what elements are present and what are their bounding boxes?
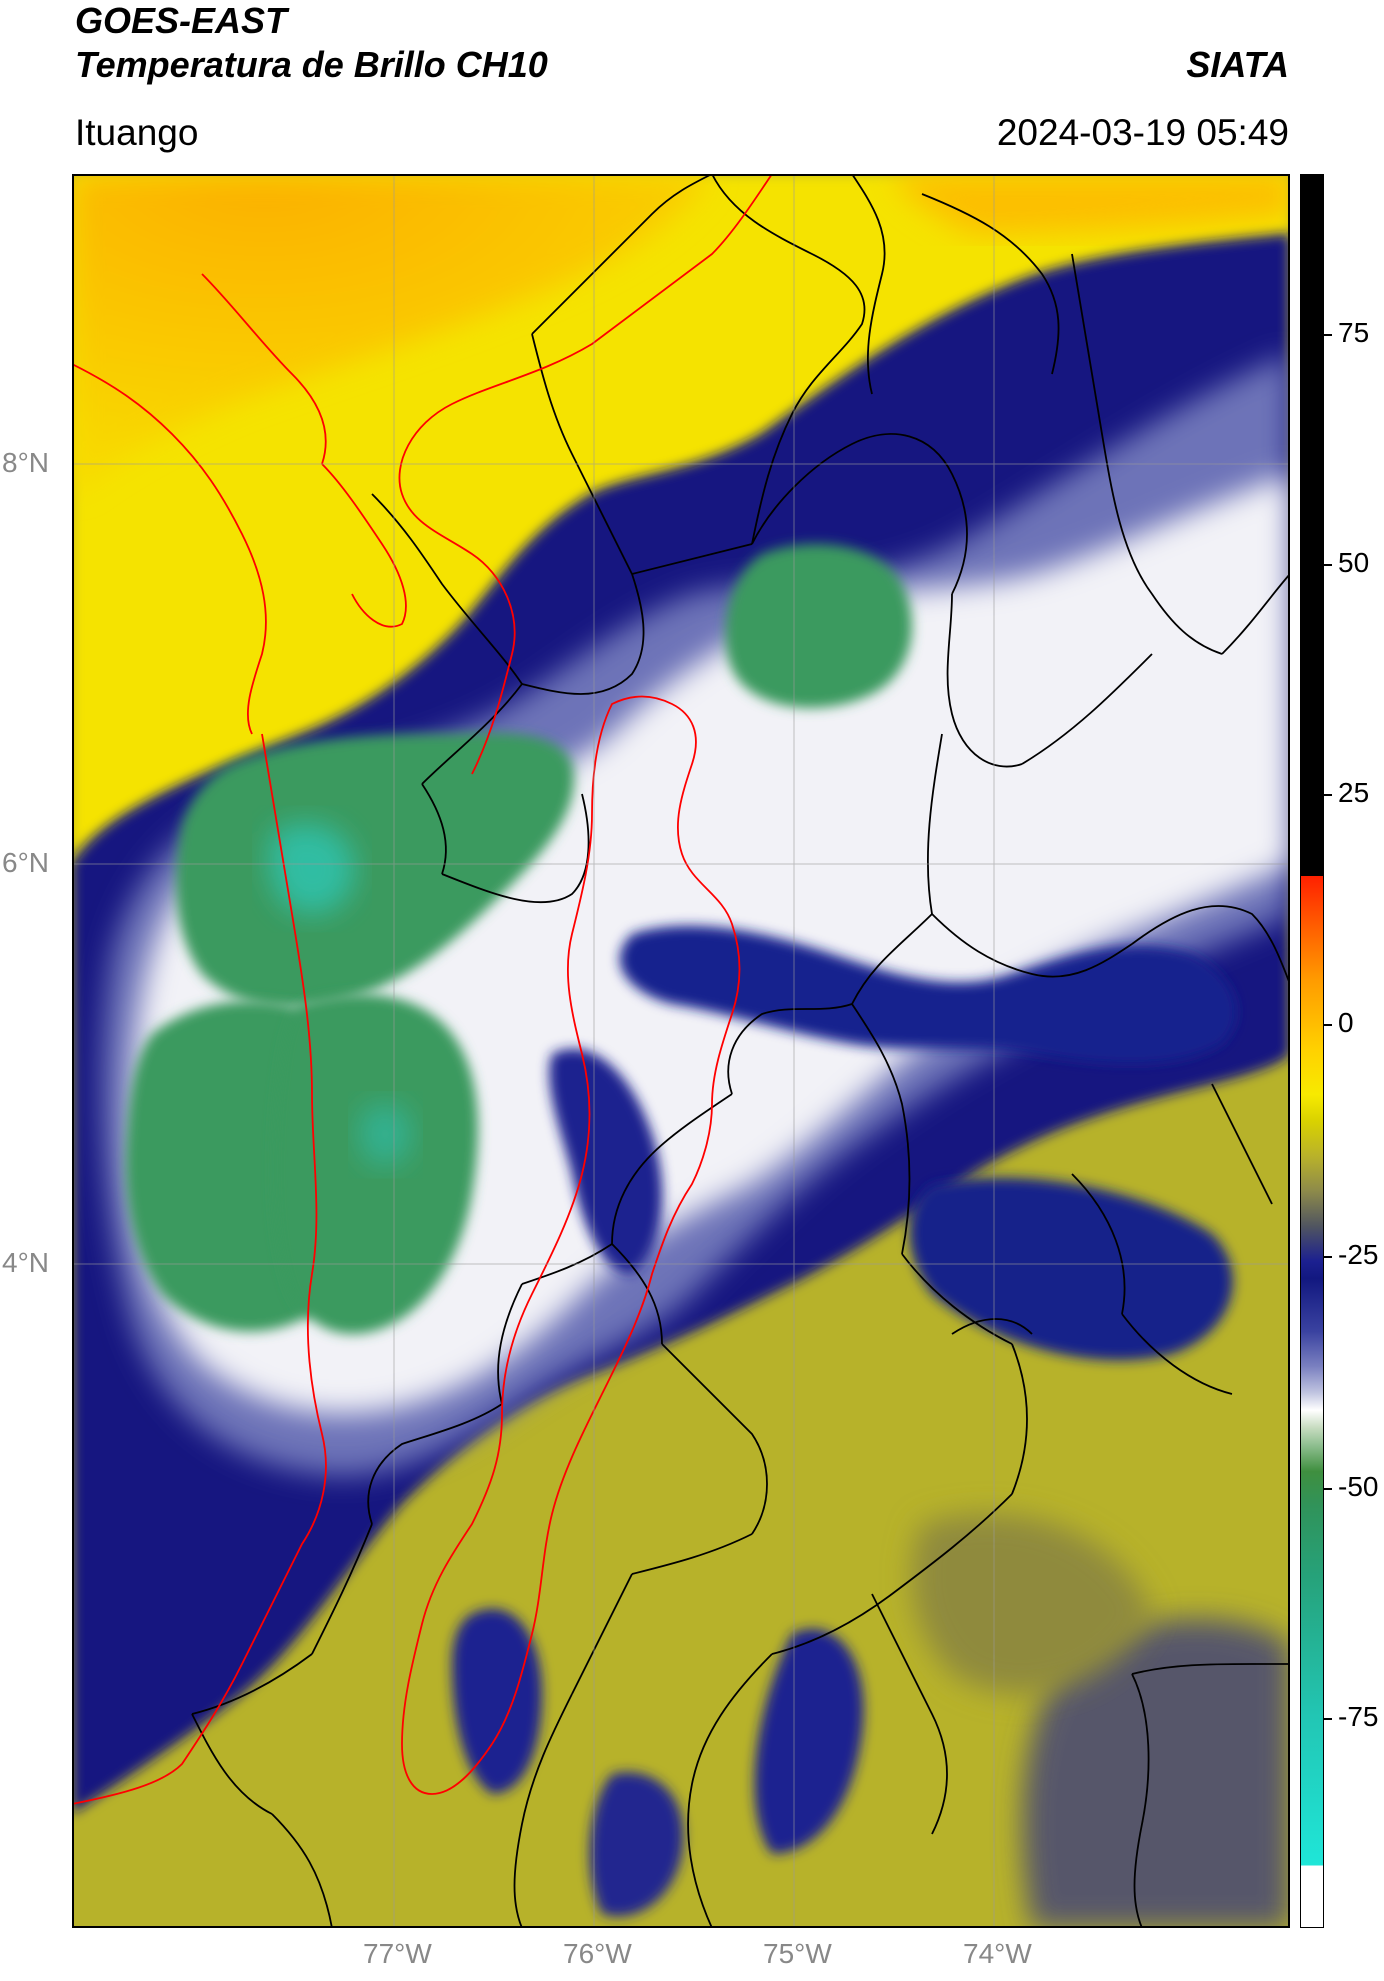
- datetime-label: 2024-03-19 05:49: [996, 112, 1289, 153]
- grey-patch-se: [1022, 1619, 1290, 1928]
- cloud-navy-south-1: [452, 1608, 542, 1794]
- warm-orange-north: [72, 174, 712, 494]
- colorbar-tick-m25: [1324, 1256, 1332, 1258]
- lon-label-74w: 74°W: [963, 1938, 1032, 1969]
- cold-core-northwest: [176, 732, 574, 1008]
- cloud-navy-south-3: [589, 1772, 684, 1917]
- cloud-navy-mid-band-2: [549, 1048, 663, 1274]
- lat-label-4n: 4°N: [2, 1247, 49, 1278]
- cold-core-cyan-2: [358, 1103, 412, 1166]
- colorbar-tick-m50: [1324, 1488, 1332, 1490]
- colorbar-label-0: 0: [1338, 1007, 1354, 1038]
- cold-core-cyan: [269, 823, 355, 914]
- lon-label-76w: 76°W: [563, 1938, 632, 1969]
- colorbar-label-m50: -50: [1338, 1471, 1379, 1502]
- red-boundaries: [72, 174, 773, 1805]
- agency-label: SIATA: [1186, 44, 1289, 85]
- lat-label-8n: 8°N: [2, 447, 49, 478]
- lon-label-75w: 75°W: [763, 1938, 832, 1969]
- title-line2: Temperatura de Brillo CH10: [75, 44, 548, 85]
- lon-label-77w: 77°W: [363, 1938, 432, 1969]
- colorbar-label-m75: -75: [1338, 1701, 1379, 1732]
- cloud-navy-mid-band: [619, 925, 1237, 1064]
- map-frame: [72, 174, 1290, 1928]
- coastline-pacific: [72, 733, 327, 1805]
- coastline-gulf: [72, 363, 267, 735]
- brightness-temperature-map: [72, 174, 1290, 1928]
- colorbar-label-25: 25: [1338, 777, 1370, 808]
- cloud-navy-east-band: [909, 1177, 1233, 1361]
- region-label: Ituango: [75, 112, 199, 153]
- coastline-nw-loop: [321, 463, 407, 628]
- study-region: [401, 695, 741, 1795]
- olive-dark-patch: [912, 1514, 1152, 1694]
- lat-label-6n: 6°N: [2, 847, 49, 878]
- coastline-gulf-2: [201, 273, 327, 465]
- colorbar-label-50: 50: [1338, 547, 1370, 578]
- graticule: [72, 174, 1290, 1928]
- colorbar: [1300, 174, 1324, 1928]
- warm-orange-ne: [892, 174, 1290, 234]
- colorbar-tick-m75: [1324, 1718, 1332, 1720]
- colorbar-tick-25: [1324, 794, 1332, 796]
- cloud-navy-south-2: [754, 1628, 864, 1854]
- colorbar-tick-0: [1324, 1024, 1332, 1026]
- coastline-north: [398, 174, 773, 775]
- colorbar-label-m25: -25: [1338, 1239, 1379, 1270]
- colorbar-tick-75: [1324, 334, 1332, 336]
- department-boundaries: [191, 174, 1290, 1928]
- cold-core-northeast: [725, 544, 912, 708]
- colorbar-label-75: 75: [1338, 317, 1370, 348]
- title-line1: GOES-EAST: [75, 0, 288, 41]
- colorbar-tick-50: [1324, 564, 1332, 566]
